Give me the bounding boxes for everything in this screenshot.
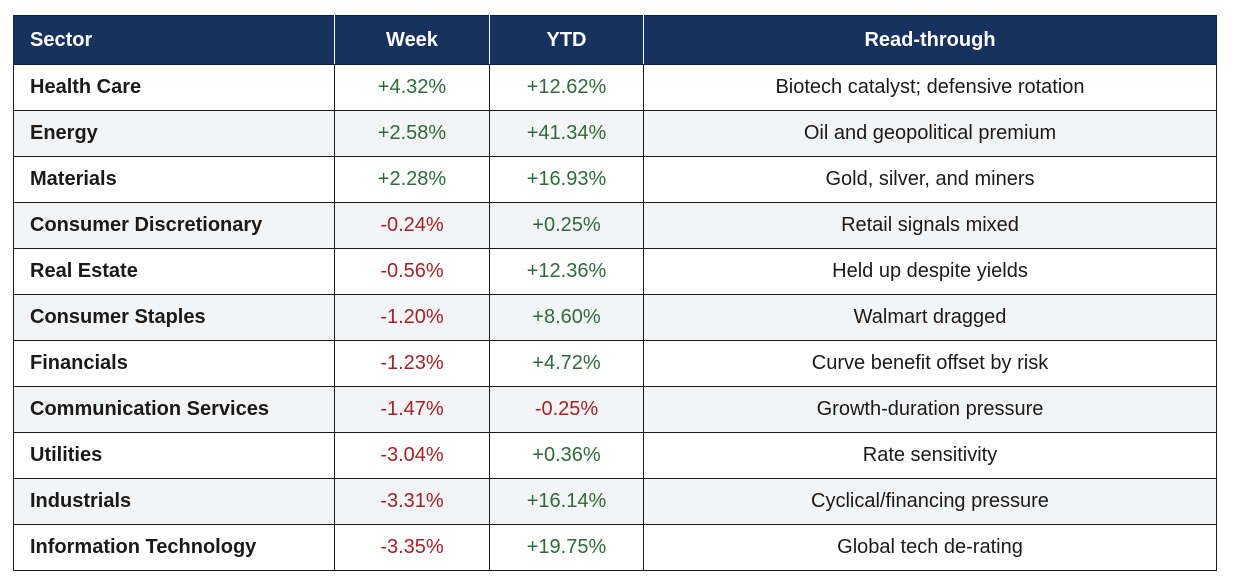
table-row: Materials +2.28% +16.93% Gold, silver, and … [13,156,1217,203]
header-row: Sector Week YTD Read-through [13,15,1217,65]
table-row: Communication Services -1.47% -0.25% Growth… [13,386,1217,433]
ytd-change-cell: +16.14% [489,478,644,525]
read-through-cell: Growth-duration pressure [643,386,1217,433]
table-row: Consumer Staples -1.20% +8.60% Walmart drag… [13,294,1217,341]
sector-cell: Health Care [13,64,335,111]
read-through-cell: Biotech catalyst; defensive rotation [643,64,1217,111]
week-change-cell: +2.28% [334,156,490,203]
table-row: Information Technology -3.35% +19.75% Globa… [13,524,1217,571]
ytd-change-cell: +12.62% [489,64,644,111]
ytd-change-cell: +16.93% [489,156,644,203]
week-change-cell: +4.32% [334,64,490,111]
ytd-change-cell: +41.34% [489,110,644,157]
week-change-cell: -3.04% [334,432,490,479]
header-sector: Sector [13,15,335,65]
sector-performance-table: Sector Week YTD Read-through Health Care… [13,15,1217,571]
week-change-cell: -1.23% [334,340,490,387]
sector-cell: Information Technology [13,524,335,571]
table-row: Utilities -3.04% +0.36% Rate sensitivity [13,432,1217,479]
read-through-cell: Gold, silver, and miners [643,156,1217,203]
table-row: Consumer Discretionary -0.24% +0.25% Retail… [13,202,1217,249]
table-row: Real Estate -0.56% +12.36% Held up despite … [13,248,1217,295]
header-ytd: YTD [489,15,644,65]
week-change-cell: -1.20% [334,294,490,341]
week-change-cell: -1.47% [334,386,490,433]
read-through-cell: Held up despite yields [643,248,1217,295]
ytd-change-cell: +0.25% [489,202,644,249]
header-week: Week [334,15,490,65]
week-change-cell: +2.58% [334,110,490,157]
sector-cell: Communication Services [13,386,335,433]
sector-performance-table-wrapper: Sector Week YTD Read-through Health Care… [13,15,1217,571]
ytd-change-cell: +4.72% [489,340,644,387]
read-through-cell: Walmart dragged [643,294,1217,341]
week-change-cell: -0.56% [334,248,490,295]
sector-cell: Financials [13,340,335,387]
ytd-change-cell: -0.25% [489,386,644,433]
ytd-change-cell: +12.36% [489,248,644,295]
sector-cell: Real Estate [13,248,335,295]
table-body: Health Care +4.32% +12.62% Biotech catalyst… [13,64,1217,571]
ytd-change-cell: +0.36% [489,432,644,479]
table-row: Health Care +4.32% +12.62% Biotech catalyst… [13,64,1217,111]
week-change-cell: -0.24% [334,202,490,249]
ytd-change-cell: +19.75% [489,524,644,571]
sector-cell: Consumer Discretionary [13,202,335,249]
sector-cell: Consumer Staples [13,294,335,341]
read-through-cell: Rate sensitivity [643,432,1217,479]
week-change-cell: -3.31% [334,478,490,525]
week-change-cell: -3.35% [334,524,490,571]
sector-cell: Materials [13,156,335,203]
ytd-change-cell: +8.60% [489,294,644,341]
sector-cell: Utilities [13,432,335,479]
read-through-cell: Curve benefit offset by risk [643,340,1217,387]
header-read-through: Read-through [643,15,1217,65]
read-through-cell: Retail signals mixed [643,202,1217,249]
table-row: Energy +2.58% +41.34% Oil and geopolitical … [13,110,1217,157]
read-through-cell: Oil and geopolitical premium [643,110,1217,157]
table-row: Industrials -3.31% +16.14% Cyclical/financi… [13,478,1217,525]
table-row: Financials -1.23% +4.72% Curve benefit offs… [13,340,1217,387]
read-through-cell: Global tech de-rating [643,524,1217,571]
sector-cell: Industrials [13,478,335,525]
table-header: Sector Week YTD Read-through [13,15,1217,65]
read-through-cell: Cyclical/financing pressure [643,478,1217,525]
sector-cell: Energy [13,110,335,157]
